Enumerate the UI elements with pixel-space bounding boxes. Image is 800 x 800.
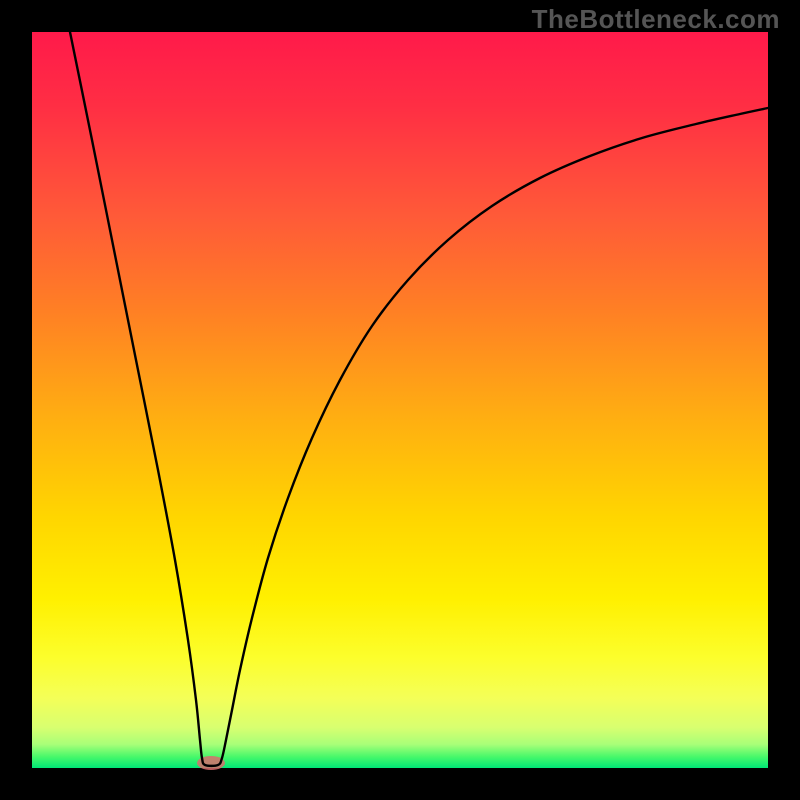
watermark-text: TheBottleneck.com: [532, 4, 780, 35]
chart-container: TheBottleneck.com: [0, 0, 800, 800]
bottleneck-chart: [0, 0, 800, 800]
plot-area: [32, 32, 768, 768]
